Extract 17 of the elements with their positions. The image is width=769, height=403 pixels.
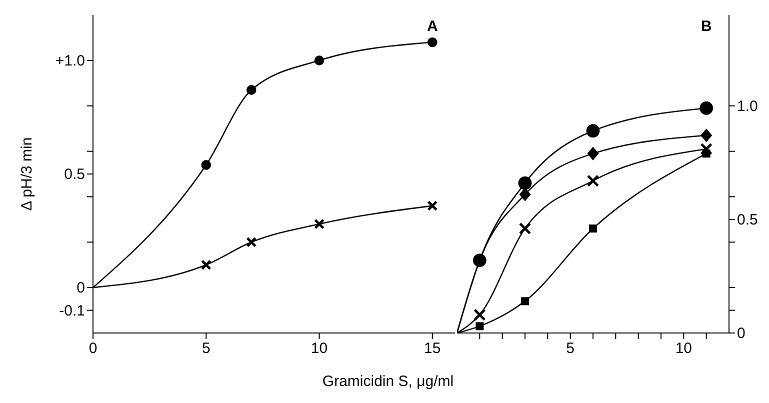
chart-title: B xyxy=(701,18,712,35)
y-tick-label: 0.5 xyxy=(737,211,758,228)
y-tick-label: 0.5 xyxy=(64,166,85,183)
y-axis-title: Δ pH/3 min xyxy=(18,137,36,211)
y-tick-label: -0.1 xyxy=(59,302,85,320)
x-tick-label: 15 xyxy=(424,340,441,357)
y-tick-label: 0 xyxy=(76,280,85,297)
y-tick-label: +1.0 xyxy=(55,52,85,70)
x-tick-label: 5 xyxy=(202,340,210,357)
y-tick-label: 1.0 xyxy=(737,98,758,115)
y-tick-label: 0 xyxy=(737,325,746,342)
x-tick-label: 10 xyxy=(310,340,328,357)
x-tick-label: 10 xyxy=(675,340,692,357)
x-tick-label: 0 xyxy=(88,340,98,357)
x-axis-title: Gramicidin S, μg/ml xyxy=(321,373,455,390)
chart-title: A xyxy=(427,18,438,35)
x-tick-label: 5 xyxy=(566,340,575,357)
